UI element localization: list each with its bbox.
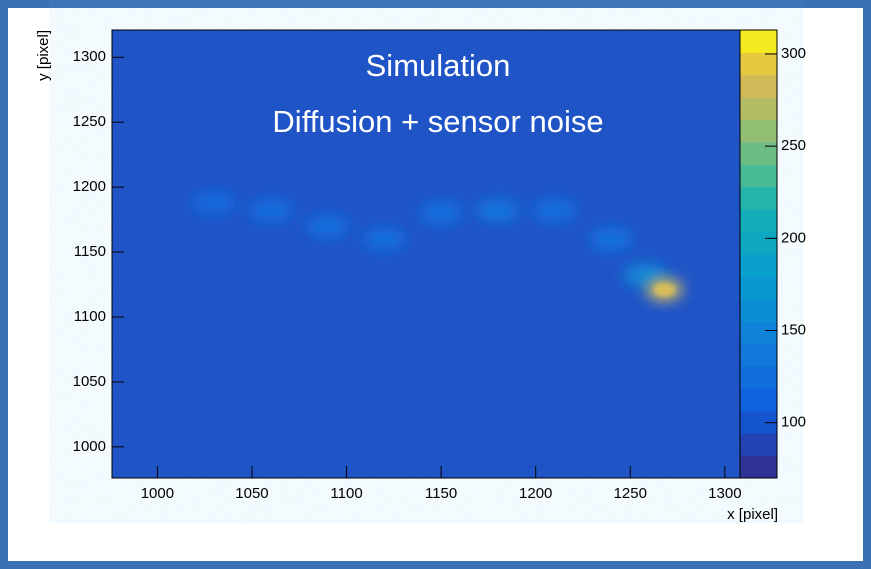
- z-tick-label: 300: [781, 45, 806, 62]
- colorbar-band: [740, 366, 777, 389]
- x-tick-label: 1150: [425, 485, 457, 502]
- x-axis-label: x [pixel]: [727, 506, 778, 523]
- z-tick-label: 100: [781, 414, 806, 431]
- colorbar-band: [740, 52, 777, 76]
- track-blob: [419, 201, 464, 226]
- background-cell: [112, 30, 740, 478]
- colorbar-band: [740, 388, 777, 412]
- track-blob: [305, 214, 350, 239]
- x-tick-label: 1000: [141, 485, 174, 502]
- colorbar-band: [740, 186, 777, 210]
- x-tick-label: 1100: [330, 485, 362, 502]
- annotation: Diffusion + sensor noise: [272, 104, 603, 139]
- colorbar-band: [740, 119, 777, 143]
- colorbar-band: [740, 321, 777, 345]
- y-tick-label: 1150: [74, 243, 106, 260]
- colorbar-frame: [739, 29, 778, 479]
- colorbar-band: [740, 276, 777, 300]
- y-tick-label: 1250: [73, 113, 106, 130]
- track-blob: [248, 198, 293, 223]
- y-tick-label: 1000: [73, 438, 106, 455]
- colorbar-band: [740, 74, 777, 98]
- z-tick-label: 200: [781, 229, 806, 246]
- track-blob: [362, 227, 407, 252]
- colorbar-band: [740, 433, 777, 457]
- annotation: Simulation: [366, 48, 511, 83]
- x-tick-label: 1050: [235, 485, 268, 502]
- track-blob: [192, 190, 237, 215]
- colorbar-band: [740, 410, 777, 434]
- track-blob: [475, 198, 520, 223]
- track-blob: [589, 227, 634, 252]
- colorbar-band: [740, 164, 777, 188]
- colorbar: [740, 30, 777, 479]
- z-tick-label: 150: [781, 321, 806, 338]
- y-tick-label: 1200: [73, 178, 106, 195]
- track-core: [654, 283, 675, 296]
- colorbar-band: [740, 209, 777, 233]
- y-tick-label: 1300: [73, 48, 106, 65]
- plot-area: [112, 30, 740, 478]
- colorbar-band: [740, 298, 777, 322]
- x-tick-label: 1250: [614, 485, 647, 502]
- colorbar-band: [740, 455, 777, 479]
- colorbar-band: [740, 231, 777, 255]
- colorbar-band: [740, 30, 777, 53]
- colorbar-band: [740, 142, 777, 165]
- z-tick-label: 250: [781, 137, 806, 154]
- y-tick-label: 1100: [74, 308, 106, 325]
- colorbar-band: [740, 254, 777, 277]
- y-axis-label: y [pixel]: [35, 30, 52, 81]
- colorbar-band: [740, 97, 777, 121]
- track-blob: [532, 198, 577, 223]
- y-tick-label: 1050: [73, 373, 106, 390]
- x-tick-label: 1300: [708, 485, 741, 502]
- colorbar-band: [740, 343, 777, 367]
- x-tick-label: 1200: [519, 485, 552, 502]
